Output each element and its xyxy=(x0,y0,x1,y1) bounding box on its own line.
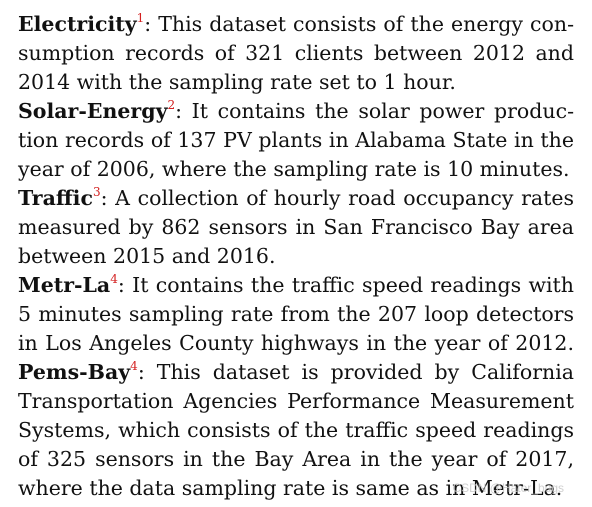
text-fragment: : It contains the solar power produc- xyxy=(175,99,574,123)
term-traffic: Traffic xyxy=(18,186,93,210)
solar-line-1: Solar-Energy2: It contains the solar pow… xyxy=(18,97,574,126)
solar-line-3: year of 2006, where the sampling rate is… xyxy=(18,155,574,184)
footnote-ref[interactable]: 1 xyxy=(136,11,145,25)
pems-bay-line-4: of 325 sensors in the Bay Area in the ye… xyxy=(18,445,574,474)
text-fragment: : It contains the traffic speed readings… xyxy=(117,273,574,297)
text-fragment: where the data sampling rate is same as … xyxy=(18,476,563,500)
watermark: CSDN @Hater_bugs xyxy=(452,481,564,495)
traffic-line-3: between 2015 and 2016. xyxy=(18,242,574,271)
metr-la-line-2: 5 minutes sampling rate from the 207 loo… xyxy=(18,300,574,329)
text-fragment: : This dataset is provided by California xyxy=(137,360,574,384)
electricity-line-1: Electricity1: This dataset consists of t… xyxy=(18,10,574,39)
text-fragment: measured by 862 sensors in San Francisco… xyxy=(18,215,574,239)
pems-bay-line-5: where the data sampling rate is same as … xyxy=(18,474,574,503)
text-fragment: : This dataset consists of the energy co… xyxy=(144,12,574,36)
metr-la-line-1: Metr-La4: It contains the traffic speed … xyxy=(18,271,574,300)
traffic-line-1: Traffic3: A collection of hourly road oc… xyxy=(18,184,574,213)
traffic-line-2: measured by 862 sensors in San Francisco… xyxy=(18,213,574,242)
term-metr-la: Metr-La xyxy=(18,273,111,297)
text-fragment: between 2015 and 2016. xyxy=(18,244,276,268)
term-pems-bay: Pems-Bay xyxy=(18,360,131,384)
text-fragment: of 325 sensors in the Bay Area in the ye… xyxy=(18,447,574,471)
footnote-ref[interactable]: 3 xyxy=(92,185,101,199)
term-solar-energy: Solar-Energy xyxy=(18,99,168,123)
dataset-descriptions: Electricity1: This dataset consists of t… xyxy=(18,10,574,503)
footnote-ref[interactable]: 2 xyxy=(167,98,176,112)
term-electricity: Electricity xyxy=(18,12,137,36)
metr-la-line-3: in Los Angeles County highways in the ye… xyxy=(18,329,574,358)
text-fragment: : A collection of hourly road occupancy … xyxy=(100,186,574,210)
electricity-line-3: 2014 with the sampling rate set to 1 hou… xyxy=(18,68,574,97)
text-fragment: 2014 with the sampling rate set to 1 hou… xyxy=(18,70,456,94)
text-fragment: 5 minutes sampling rate from the 207 loo… xyxy=(18,302,574,326)
text-fragment: year of 2006, where the sampling rate is… xyxy=(18,157,570,181)
pems-bay-line-1: Pems-Bay4: This dataset is provided by C… xyxy=(18,358,574,387)
text-fragment: Systems, which consists of the traffic s… xyxy=(18,418,574,442)
text-fragment: in Los Angeles County highways in the ye… xyxy=(18,331,574,355)
footnote-ref[interactable]: 4 xyxy=(110,272,118,286)
footnote-ref[interactable]: 4 xyxy=(130,359,138,373)
pems-bay-line-3: Systems, which consists of the traffic s… xyxy=(18,416,574,445)
text-fragment: tion records of 137 PV plants in Alabama… xyxy=(18,128,574,152)
solar-line-2: tion records of 137 PV plants in Alabama… xyxy=(18,126,574,155)
electricity-line-2: sumption records of 321 clients between … xyxy=(18,39,574,68)
text-fragment: Transportation Agencies Performance Meas… xyxy=(18,389,574,413)
pems-bay-line-2: Transportation Agencies Performance Meas… xyxy=(18,387,574,416)
text-fragment: sumption records of 321 clients between … xyxy=(18,41,574,65)
